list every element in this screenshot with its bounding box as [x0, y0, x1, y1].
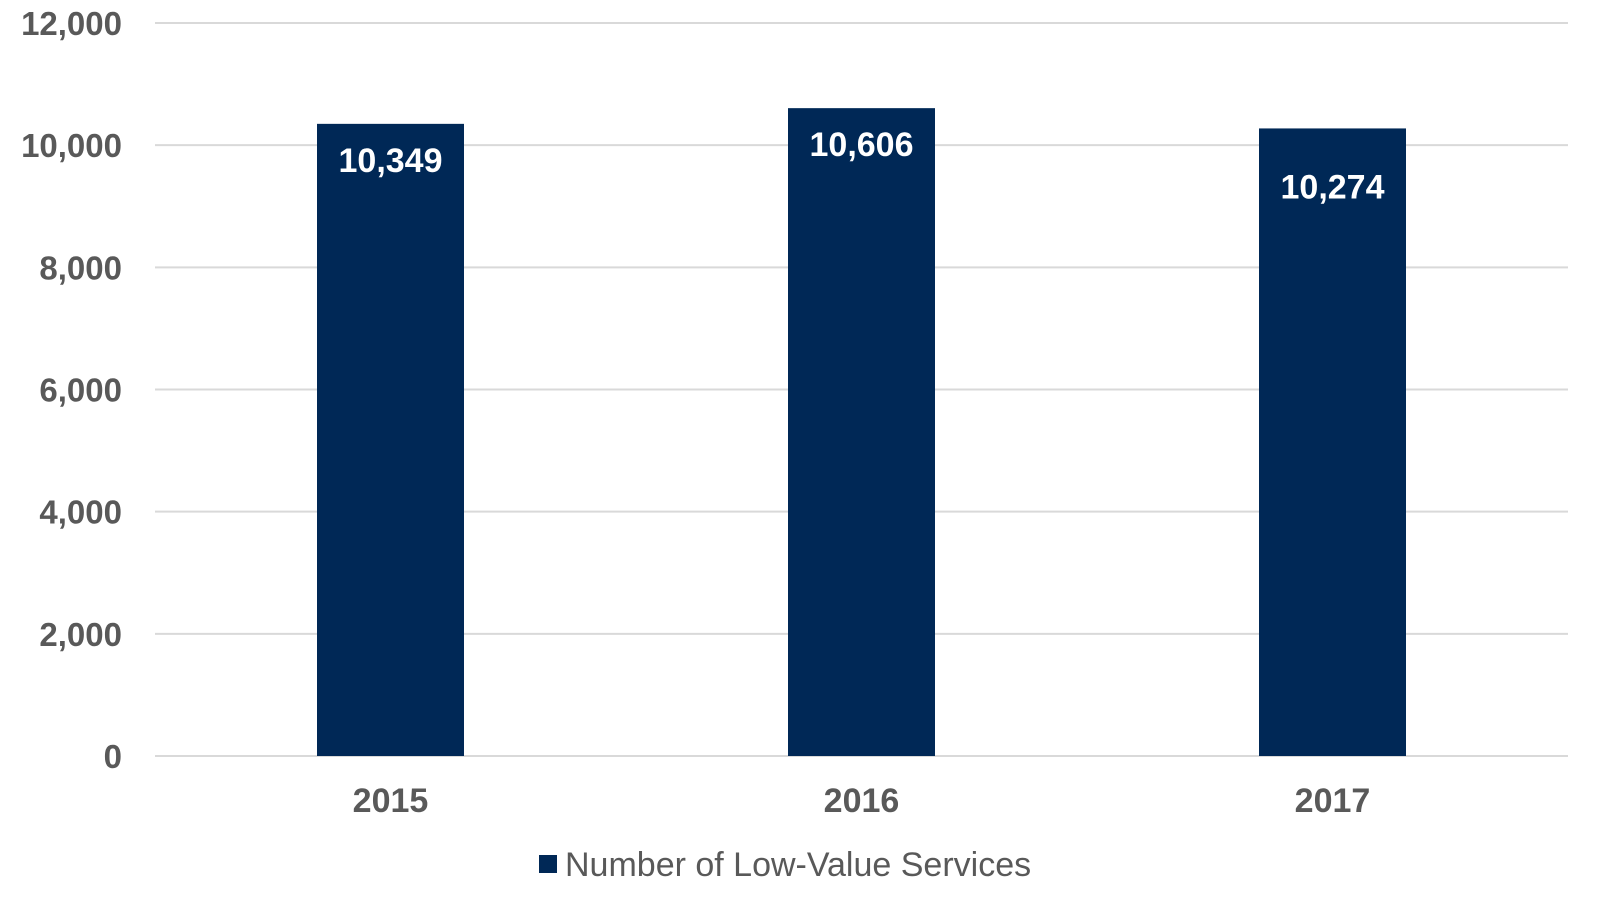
data-labels: 10,349 10,606 10,274: [339, 126, 1385, 206]
y-tick-label: 6,000: [39, 372, 122, 409]
x-category-label: 2015: [353, 782, 429, 820]
y-axis-tick-labels: 0 2,000 4,000 6,000 8,000 10,000 12,000: [21, 5, 122, 775]
bars: [317, 108, 1406, 757]
legend: Number of Low-Value Services: [539, 846, 1031, 884]
y-tick-label: 2,000: [39, 616, 122, 653]
y-tick-label: 12,000: [21, 5, 122, 42]
legend-swatch: [539, 855, 557, 873]
y-tick-label: 0: [104, 738, 122, 775]
legend-label: Number of Low-Value Services: [565, 846, 1031, 884]
y-tick-label: 8,000: [39, 249, 122, 286]
bar-2017: [1259, 128, 1406, 757]
bar-2015: [317, 123, 464, 757]
data-label-2017: 10,274: [1281, 168, 1385, 206]
bar-2016: [788, 108, 935, 757]
x-category-label: 2017: [1295, 782, 1371, 820]
y-tick-label: 4,000: [39, 494, 122, 531]
x-axis-category-labels: 2015 2016 2017: [353, 782, 1371, 820]
x-category-label: 2016: [824, 782, 900, 820]
data-label-2016: 10,606: [810, 126, 914, 164]
y-tick-label: 10,000: [21, 127, 122, 164]
data-label-2015: 10,349: [339, 142, 443, 180]
